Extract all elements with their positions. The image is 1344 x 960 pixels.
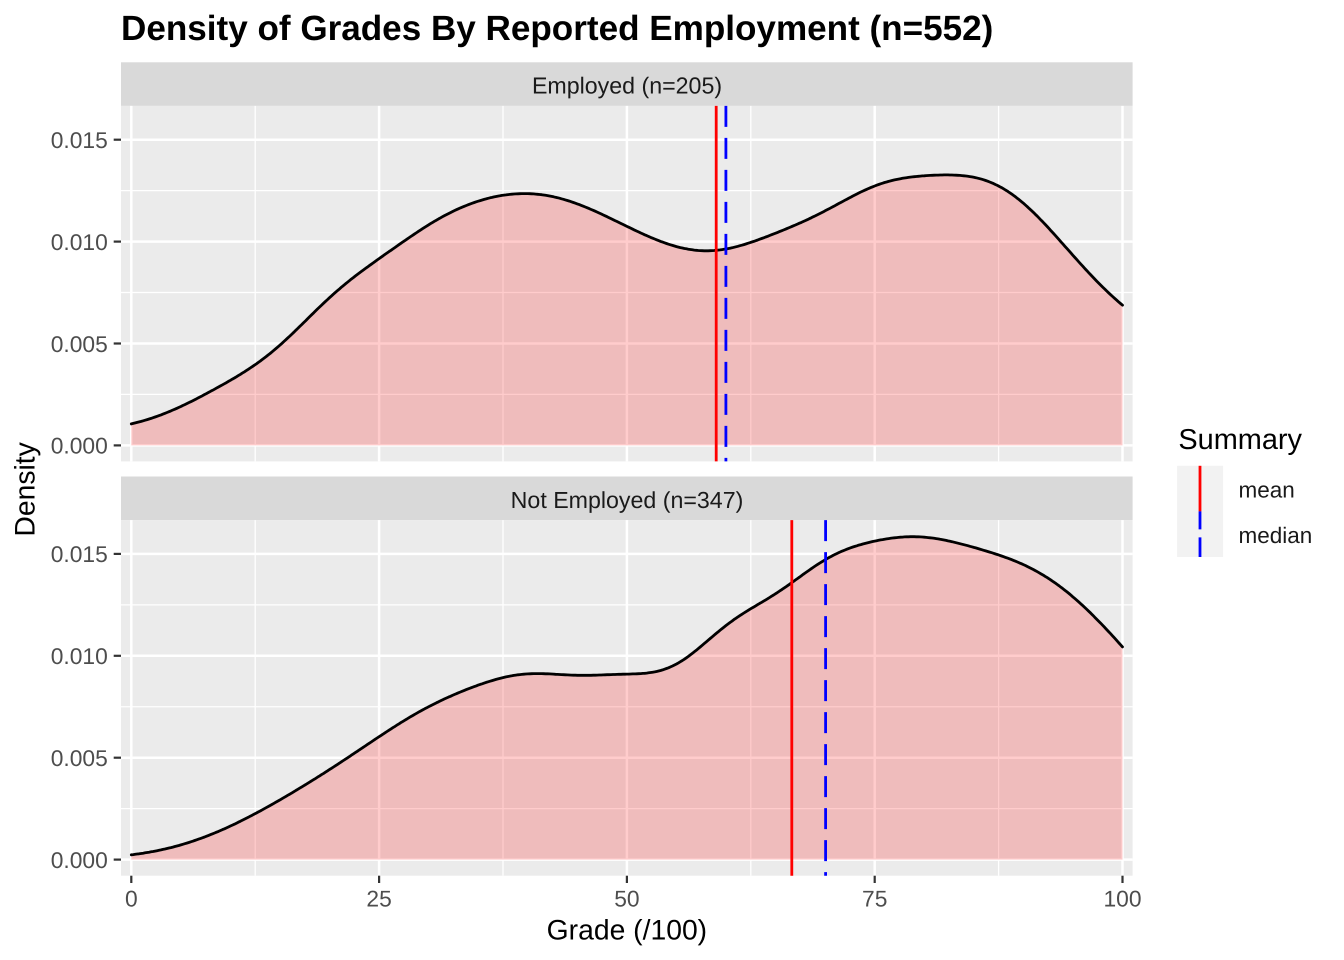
svg-text:0.005: 0.005 xyxy=(51,745,108,771)
svg-text:0.015: 0.015 xyxy=(51,127,108,153)
svg-text:0.010: 0.010 xyxy=(51,229,108,255)
svg-text:0.000: 0.000 xyxy=(51,847,108,873)
svg-text:0.010: 0.010 xyxy=(51,643,108,669)
svg-text:Summary: Summary xyxy=(1178,424,1302,456)
svg-text:0: 0 xyxy=(125,885,138,911)
svg-text:median: median xyxy=(1239,523,1313,548)
svg-text:mean: mean xyxy=(1239,478,1295,503)
svg-text:Density: Density xyxy=(8,441,40,536)
svg-text:Grade (/100): Grade (/100) xyxy=(547,913,707,945)
svg-text:75: 75 xyxy=(862,885,887,911)
svg-text:0.015: 0.015 xyxy=(51,541,108,567)
svg-text:100: 100 xyxy=(1103,885,1141,911)
svg-text:50: 50 xyxy=(614,885,639,911)
svg-text:0.005: 0.005 xyxy=(51,331,108,357)
svg-text:Density of Grades By Reported: Density of Grades By Reported Employment… xyxy=(121,9,993,48)
svg-text:25: 25 xyxy=(366,885,391,911)
svg-text:0.000: 0.000 xyxy=(51,433,108,459)
svg-text:Employed (n=205): Employed (n=205) xyxy=(532,73,722,99)
svg-text:Not Employed (n=347): Not Employed (n=347) xyxy=(511,487,744,513)
